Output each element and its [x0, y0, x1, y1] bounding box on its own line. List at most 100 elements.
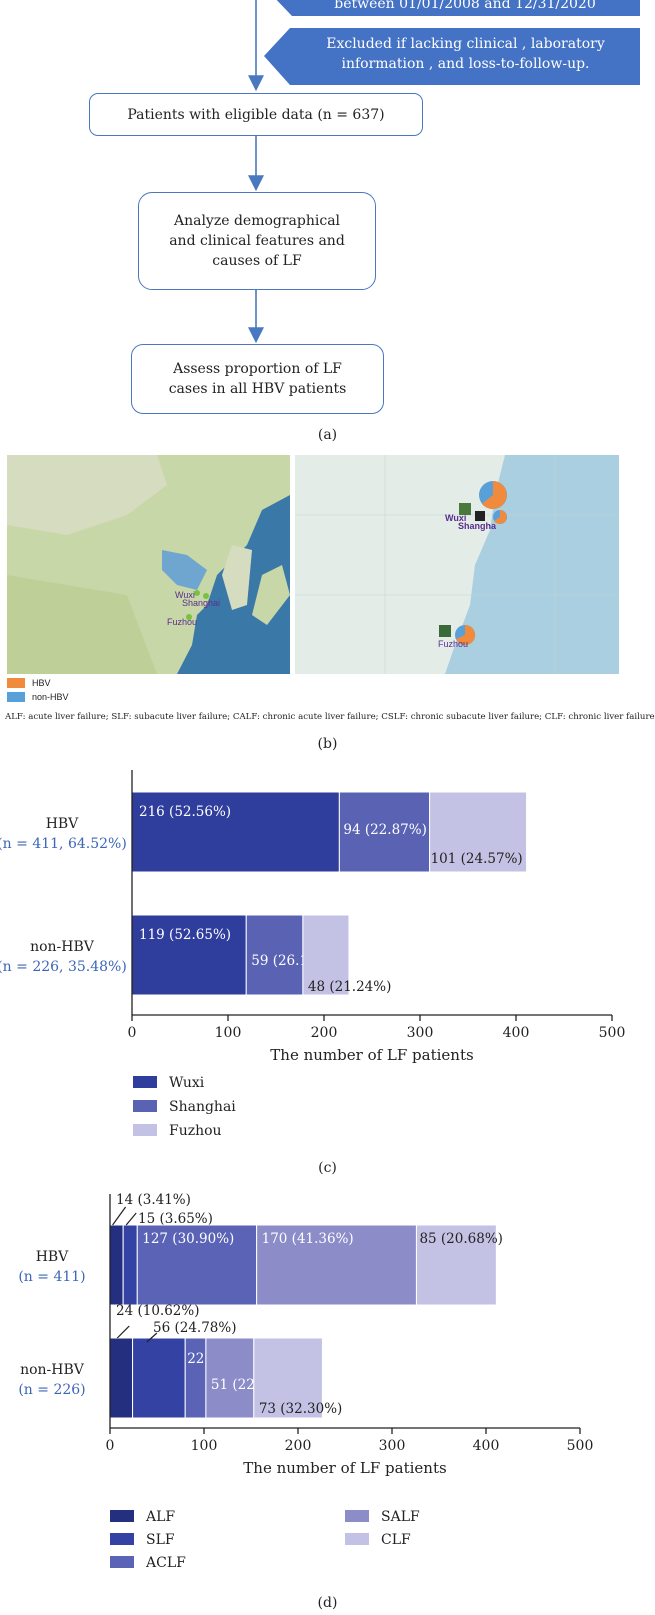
pie-shanghai-small [493, 510, 507, 524]
category-label-0: HBV [36, 1249, 69, 1265]
pie-fuzhou [455, 624, 476, 645]
legend-swatch-hbv [7, 678, 25, 688]
bar-shanghai-0 [338, 791, 431, 873]
x-tick-label-500: 500 [599, 1025, 626, 1041]
exclusion-text-line2: information , and loss-to-follow-up. [341, 56, 590, 72]
flowchart-svg [248, 0, 640, 344]
data-label-wuxi-1: 119 (52.65%) [139, 927, 231, 943]
leader-line-slf-0 [125, 1212, 137, 1226]
bar-alf-0 [109, 1224, 124, 1306]
map-east-china-svg: Shangha Wuxi Fuzhou [295, 455, 619, 674]
x-tick-label-100: 100 [191, 1438, 218, 1454]
legend-swatch-slf [110, 1533, 134, 1545]
map-china-svg: Wuxi Shanghai Fuzhou [7, 455, 290, 674]
exclusion-text: Excluded if lacking clinical , laborator… [298, 34, 633, 74]
data-label-clf-0: 85 (20.68%) [419, 1231, 502, 1247]
legend-swatch-non-hbv [7, 692, 25, 702]
panel-label-a: (a) [317, 427, 338, 443]
map-legend: HBV non-HBV [7, 676, 69, 704]
legend-item-non-hbv: non-HBV [7, 690, 69, 704]
legend-swatch-wuxi [133, 1076, 157, 1088]
x-axis-title: The number of LF patients [270, 1046, 473, 1064]
data-label-shanghai-0: 94 (22.87%) [343, 822, 426, 838]
data-label-wuxi-0: 216 (52.56%) [139, 804, 231, 820]
bar-clf-0 [415, 1224, 497, 1306]
map2-label-shanghai: Shangha [458, 521, 497, 531]
legend-label-hbv: HBV [32, 678, 51, 688]
legend-label-slf: SLF [146, 1532, 175, 1548]
top-arrow-text: between 01/01/2008 and 12/31/2020 [334, 0, 596, 12]
data-label-aclf-0: 127 (30.90%) [142, 1231, 234, 1247]
eligible-data-text: Patients with eligible data (n = 637) [127, 106, 385, 123]
legend-label-fuzhou: Fuzhou [169, 1123, 222, 1139]
category-label-1: non-HBV [20, 1362, 85, 1378]
map2-label-wuxi: Wuxi [445, 513, 466, 523]
top-pentagon-arrow [276, 0, 640, 16]
eligible-data-box: Patients with eligible data (n = 637) [89, 93, 423, 136]
chart-lf-type-by-group: HBV (n = 411) non-HBV (n = 226) 14 (3.41%) 15… [18, 1192, 593, 1571]
bar-wuxi-0 [131, 791, 340, 873]
legend-item-hbv: HBV [7, 676, 69, 690]
analyze-text-line1: Analyze demographical [173, 213, 341, 229]
map-label-shanghai: Shanghai [182, 598, 220, 608]
legend-label-non-hbv: non-HBV [32, 692, 69, 702]
assess-box: Assess proportion of LF cases in all HBV… [131, 344, 384, 414]
legend-label-aclf: ACLF [145, 1555, 186, 1571]
abbreviation-footnote: ALF: acute liver failure; SLF: subacute … [5, 712, 655, 722]
x-tick-label-300: 300 [407, 1025, 434, 1041]
data-label-salf-0: 170 (41.36%) [262, 1231, 354, 1247]
leader-line-slf-1 [146, 1332, 158, 1343]
analyze-text-line2: and clinical features and [169, 233, 345, 249]
map-marker-wuxi [194, 590, 200, 596]
data-label-alf-0: 14 (3.41%) [116, 1192, 191, 1208]
x-tick-label-300: 300 [379, 1438, 406, 1454]
x-tick-label-200: 200 [311, 1025, 338, 1041]
panel-label-c: (c) [318, 1160, 337, 1176]
bar-aclf-1 [184, 1337, 207, 1419]
bar-fuzhou-0 [429, 791, 528, 873]
analyze-box: Analyze demographical and clinical featu… [138, 192, 376, 290]
category-sublabel-1: (n = 226) [18, 1382, 85, 1398]
legend-label-alf: ALF [145, 1509, 175, 1525]
map-china: Wuxi Shanghai Fuzhou [7, 455, 290, 674]
data-label-slf-0: 15 (3.65%) [138, 1211, 213, 1227]
bar-alf-1 [109, 1337, 134, 1419]
leader-line-alf-0 [112, 1206, 127, 1226]
x-tick-label-100: 100 [215, 1025, 242, 1041]
data-label-clf-1: 73 (32.30%) [259, 1401, 342, 1417]
legend-swatch-clf [345, 1533, 369, 1545]
bar-clf-1 [253, 1337, 323, 1419]
map-east-china: Shangha Wuxi Fuzhou [295, 455, 619, 674]
assess-text-line1: Assess proportion of LF [173, 361, 342, 377]
map-marker-fuzhou [186, 614, 192, 620]
bar-aclf-0 [136, 1224, 258, 1306]
legend-swatch-shanghai [133, 1100, 157, 1112]
x-tick-label-0: 0 [106, 1438, 115, 1454]
legend-label-salf: SALF [381, 1509, 420, 1525]
category-sublabel-1: (n = 226, 35.48%) [0, 959, 127, 975]
exclusion-text-line1: Excluded if lacking clinical , laborator… [326, 36, 605, 52]
legend-swatch-fuzhou [133, 1124, 157, 1136]
data-label-alf-1: 24 (10.62%) [116, 1303, 199, 1319]
x-tick-label-200: 200 [285, 1438, 312, 1454]
data-label-fuzhou-1: 48 (21.24%) [308, 979, 391, 995]
pie-shanghai-large [479, 481, 507, 509]
map-label-fuzhou: Fuzhou [167, 617, 197, 627]
x-axis-title: The number of LF patients [243, 1459, 446, 1477]
category-sublabel-0: (n = 411, 64.52%) [0, 836, 127, 852]
legend-label-shanghai: Shanghai [169, 1099, 236, 1115]
legend-swatch-aclf [110, 1556, 134, 1568]
legend-swatch-alf [110, 1510, 134, 1522]
x-tick-label-400: 400 [503, 1025, 530, 1041]
map2-label-fuzhou: Fuzhou [438, 639, 468, 649]
exclusion-pentagon-arrow [264, 28, 640, 85]
bar-salf-0 [256, 1224, 417, 1306]
legend-label-clf: CLF [381, 1532, 411, 1548]
x-tick-label-0: 0 [128, 1025, 137, 1041]
analyze-text-line3: causes of LF [212, 253, 302, 269]
bar-salf-1 [205, 1337, 255, 1419]
legend-label-wuxi: Wuxi [169, 1075, 205, 1091]
bar-fuzhou-1 [302, 914, 350, 996]
data-label-fuzhou-0: 101 (24.57%) [431, 851, 523, 867]
map-label-wuxi: Wuxi [175, 590, 195, 600]
